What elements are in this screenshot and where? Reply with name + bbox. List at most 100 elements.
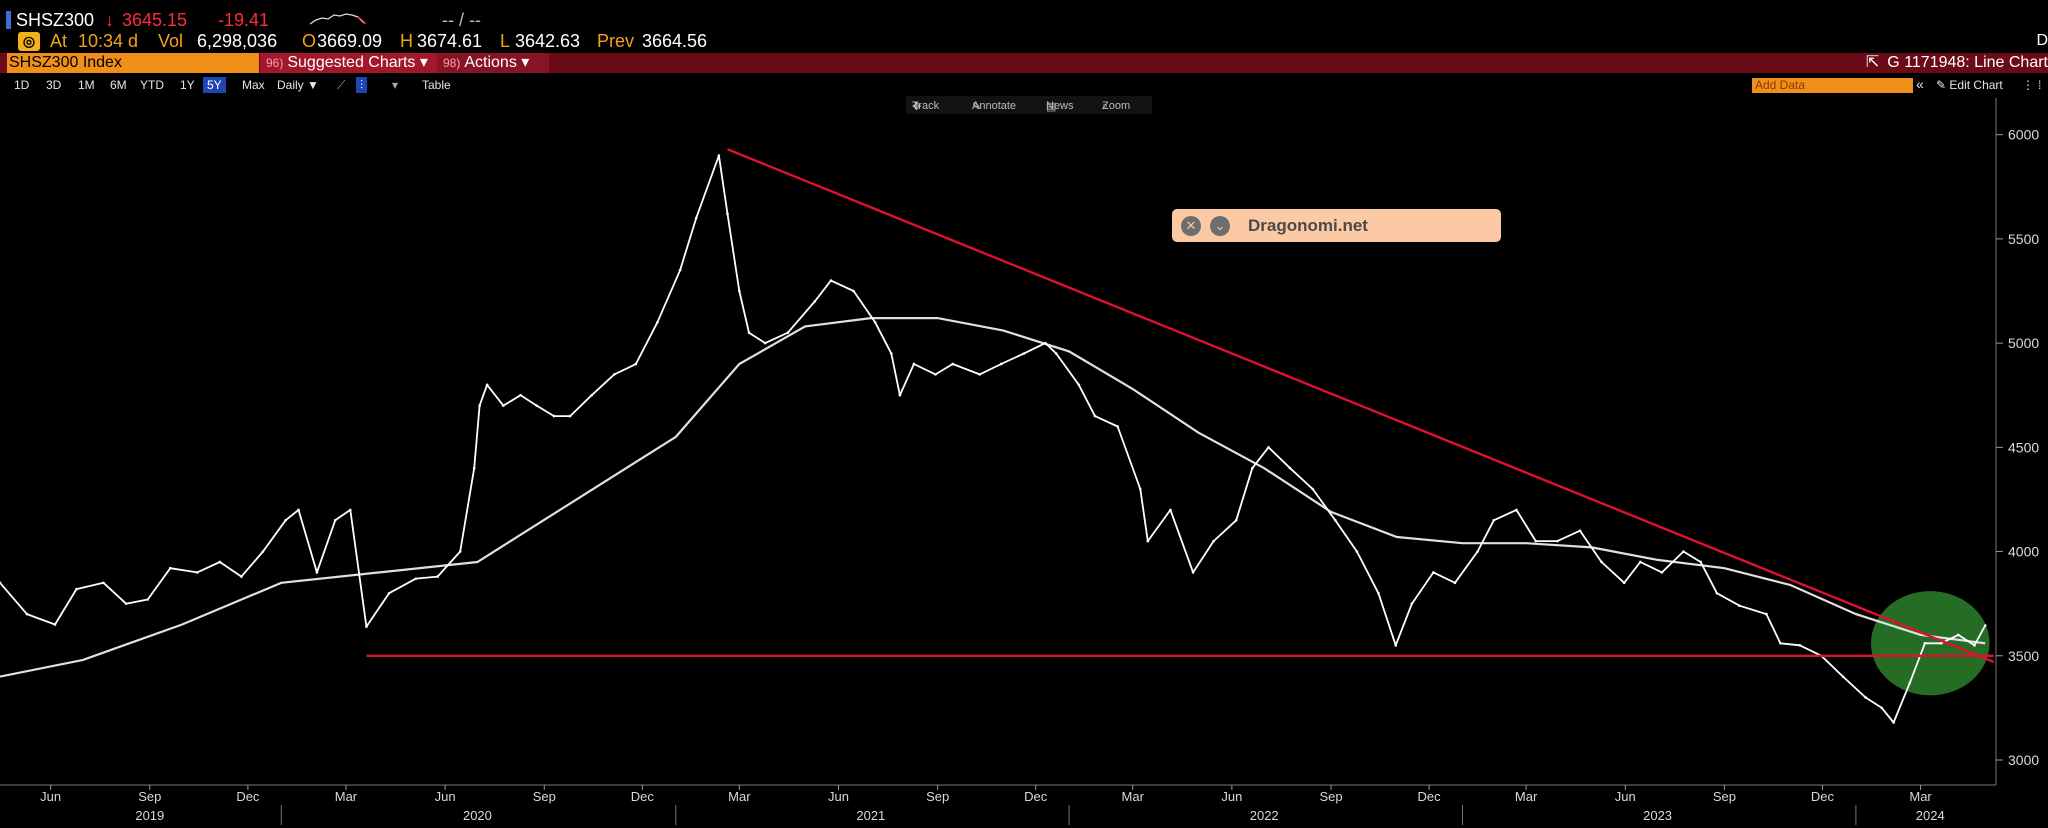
price-point bbox=[763, 341, 767, 345]
price-point bbox=[552, 414, 556, 418]
price-point bbox=[1534, 539, 1538, 543]
year-label: 2021 bbox=[856, 808, 885, 823]
price-point bbox=[365, 625, 368, 628]
price-point bbox=[387, 591, 391, 595]
y-tick-label: 3500 bbox=[2008, 648, 2039, 664]
range-3d-button[interactable]: 3D bbox=[46, 78, 62, 92]
price-point bbox=[502, 404, 505, 407]
price-point bbox=[717, 154, 721, 157]
suggested-charts-button[interactable]: 96) Suggested Charts ▾ bbox=[260, 53, 442, 73]
price-point bbox=[1044, 341, 1047, 345]
x-tick-label: Sep bbox=[926, 789, 949, 804]
magnifier-icon: ⌕ bbox=[1102, 100, 1109, 112]
price-point bbox=[656, 320, 659, 324]
add-data-field[interactable]: Add Data bbox=[1752, 78, 1913, 93]
price-point bbox=[218, 560, 222, 564]
price-point bbox=[436, 575, 439, 578]
price-point bbox=[934, 373, 937, 376]
volume-value: 6,298,036 bbox=[197, 31, 278, 51]
price-point bbox=[1578, 529, 1582, 533]
price-point bbox=[829, 279, 833, 282]
price-point bbox=[1864, 696, 1867, 699]
price-point bbox=[1288, 466, 1292, 470]
price-point bbox=[852, 289, 855, 293]
x-tick-label: Sep bbox=[1713, 789, 1736, 804]
chart-type-chevron-icon[interactable]: ▾ bbox=[392, 78, 399, 92]
watermark-badge: ✕ ⌄ Dragonomi.net bbox=[1172, 209, 1501, 242]
range-5y-button[interactable]: 5Y bbox=[203, 77, 226, 93]
x-tick-label: Jun bbox=[1615, 789, 1636, 804]
bid-ask: -- / -- bbox=[442, 10, 481, 30]
security-field[interactable]: SHSZ300 Index bbox=[7, 53, 259, 73]
price-point bbox=[726, 212, 729, 216]
chart-id-label: G 1171948: Line Chart bbox=[1887, 54, 2048, 71]
price-point bbox=[1355, 550, 1359, 553]
price-point bbox=[1394, 644, 1397, 647]
range-1d-button[interactable]: 1D bbox=[14, 78, 30, 92]
price-point bbox=[678, 268, 682, 272]
price-point bbox=[1600, 560, 1603, 564]
quote-row: SHSZ300 ↓ 3645.15 -19.41 -- / -- D bbox=[0, 10, 2048, 49]
ticker-symbol[interactable]: SHSZ300 bbox=[16, 10, 95, 30]
price-point bbox=[978, 373, 981, 376]
price-point bbox=[1146, 539, 1150, 543]
year-label: 2020 bbox=[463, 808, 492, 823]
frequency-dropdown[interactable]: Daily ▼ bbox=[277, 78, 319, 92]
ohlc-row: ◎ At 10:34 d Vol 6,298,036 O 3669.09 H 3… bbox=[0, 31, 2048, 53]
price-point bbox=[75, 587, 78, 591]
table-button[interactable]: Table bbox=[422, 78, 451, 92]
range-1y-button[interactable]: 1Y bbox=[180, 78, 195, 92]
price-point bbox=[414, 577, 418, 580]
x-tick-label: Sep bbox=[533, 789, 556, 804]
chevron-down-icon[interactable]: ⌄ bbox=[1210, 216, 1230, 236]
actions-button[interactable]: 98) Actions ▾ bbox=[437, 53, 549, 73]
price-point bbox=[1022, 352, 1026, 355]
price-point bbox=[315, 571, 319, 574]
line-chart-icon[interactable]: ⟋ bbox=[337, 78, 346, 92]
price-point bbox=[1956, 633, 1960, 637]
price-point bbox=[1054, 352, 1058, 355]
open-label: O bbox=[302, 31, 317, 51]
bar-chart-icon[interactable]: ⫶ bbox=[356, 77, 368, 93]
down-arrow-icon: ↓ bbox=[105, 10, 114, 30]
range-ytd-button[interactable]: YTD bbox=[140, 78, 164, 92]
chart-toolbar: 1D 3D 1M 6M YTD 1Y 5Y Max Daily ▼ ⟋ ⫶ ▾ … bbox=[0, 75, 2048, 95]
price-point bbox=[890, 352, 893, 355]
close-icon[interactable]: ✕ bbox=[1181, 216, 1201, 236]
price-point bbox=[1892, 721, 1895, 724]
price-point bbox=[1234, 518, 1238, 522]
year-label: 2024 bbox=[1916, 808, 1945, 823]
x-tick-label: Jun bbox=[828, 789, 849, 804]
more-icon[interactable]: ⁞ bbox=[2038, 78, 2042, 92]
range-6m-button[interactable]: 6M bbox=[110, 78, 127, 92]
price-point bbox=[535, 404, 539, 407]
price-point bbox=[1251, 466, 1254, 470]
price-point bbox=[1908, 681, 1912, 685]
price-point bbox=[1334, 518, 1337, 522]
edit-chart-button[interactable]: ✎ Edit Chart bbox=[1936, 78, 2003, 92]
price-point bbox=[738, 289, 741, 293]
collapse-icon[interactable]: « bbox=[1916, 76, 1924, 92]
settings-icon[interactable]: ⋮ bbox=[2022, 78, 2034, 92]
low-value: 3642.63 bbox=[515, 31, 581, 51]
annotation-toolbar: ✥ Track ✎ Annotate ▤ News ⌕ Zoom bbox=[906, 96, 1152, 114]
security-color-marker bbox=[6, 11, 11, 29]
price-point bbox=[694, 216, 698, 220]
chart-id-link[interactable]: ⇱ G 1171948: Line Chart bbox=[1866, 53, 2048, 73]
range-max-button[interactable]: Max bbox=[242, 78, 265, 92]
price-point bbox=[898, 393, 902, 397]
range-1m-button[interactable]: 1M bbox=[78, 78, 95, 92]
zoom-label: Zoom bbox=[1102, 100, 1131, 112]
price-point bbox=[53, 623, 57, 626]
x-tick-label: Dec bbox=[1811, 789, 1835, 804]
actions-icon: 98) bbox=[443, 56, 461, 70]
price-point bbox=[747, 331, 751, 334]
actions-label: Actions ▾ bbox=[464, 54, 530, 71]
price-point bbox=[912, 362, 916, 366]
year-label: 2023 bbox=[1643, 808, 1672, 823]
price-point bbox=[1622, 581, 1626, 585]
prev-value: 3664.56 bbox=[642, 31, 708, 51]
price-point bbox=[485, 383, 489, 387]
price-point bbox=[458, 550, 462, 553]
